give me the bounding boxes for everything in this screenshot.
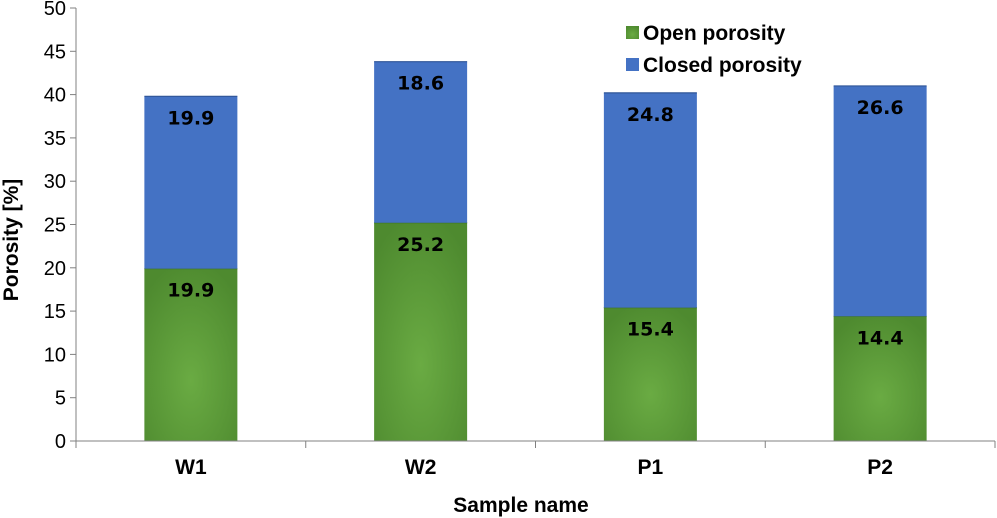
y-tick-label-15: 15 [44,301,66,323]
data-label-open-porosity-w2: 25.2 [397,234,444,256]
axes-layer: 0 5 10 15 20 25 30 35 40 45 50 W1 W2 P1 P2 [44,0,996,479]
data-label-closed-porosity-p1: 24.8 [627,104,674,126]
bar-closed-porosity-p1 [603,92,697,308]
data-label-open-porosity-p2: 14.4 [857,327,904,349]
data-label-open-porosity-w1: 19.9 [167,280,214,302]
y-tick-label-30: 30 [44,171,66,193]
bars-layer [144,61,927,441]
bar-closed-porosity-w2 [374,61,468,223]
data-label-closed-porosity-w2: 18.6 [397,73,444,95]
y-tick-label-40: 40 [44,85,66,107]
y-tick-label-0: 0 [55,431,66,453]
y-tick-label-25: 25 [44,215,66,237]
legend: Open porosity Closed porosity [626,22,802,77]
legend-swatch-closed-porosity [626,58,639,71]
legend-label-open-porosity: Open porosity [643,22,786,45]
y-axis-title: Porosity [%] [0,179,23,302]
bar-closed-porosity-w1 [144,96,238,269]
x-axis-title: Sample name [453,494,588,517]
bar-open-porosity-w2 [374,222,468,441]
x-tick-label-w1: W1 [175,456,207,479]
x-tick-label-w2: W2 [405,456,437,479]
legend-label-closed-porosity: Closed porosity [643,54,802,77]
bar-open-porosity-p2 [833,316,927,441]
x-tick-label-p2: P2 [867,456,893,479]
data-label-open-porosity-p1: 15.4 [627,319,674,341]
legend-swatch-open-porosity [626,26,639,39]
bar-open-porosity-w1 [144,268,238,441]
y-tick-label-45: 45 [44,41,66,63]
y-tick-label-35: 35 [44,128,66,150]
data-label-closed-porosity-p2: 26.6 [857,97,904,119]
bar-open-porosity-p1 [603,307,697,441]
y-tick-label-5: 5 [55,388,66,410]
x-tick-label-p1: P1 [638,456,664,479]
y-tick-label-20: 20 [44,258,66,280]
data-label-closed-porosity-w1: 19.9 [167,107,214,129]
data-labels-layer: 19.9 19.9 25.2 18.6 15.4 24.8 14.4 26.6 [167,73,903,350]
y-tick-label-10: 10 [44,344,66,366]
y-tick-label-50: 50 [44,0,66,20]
bar-closed-porosity-p2 [833,85,927,317]
